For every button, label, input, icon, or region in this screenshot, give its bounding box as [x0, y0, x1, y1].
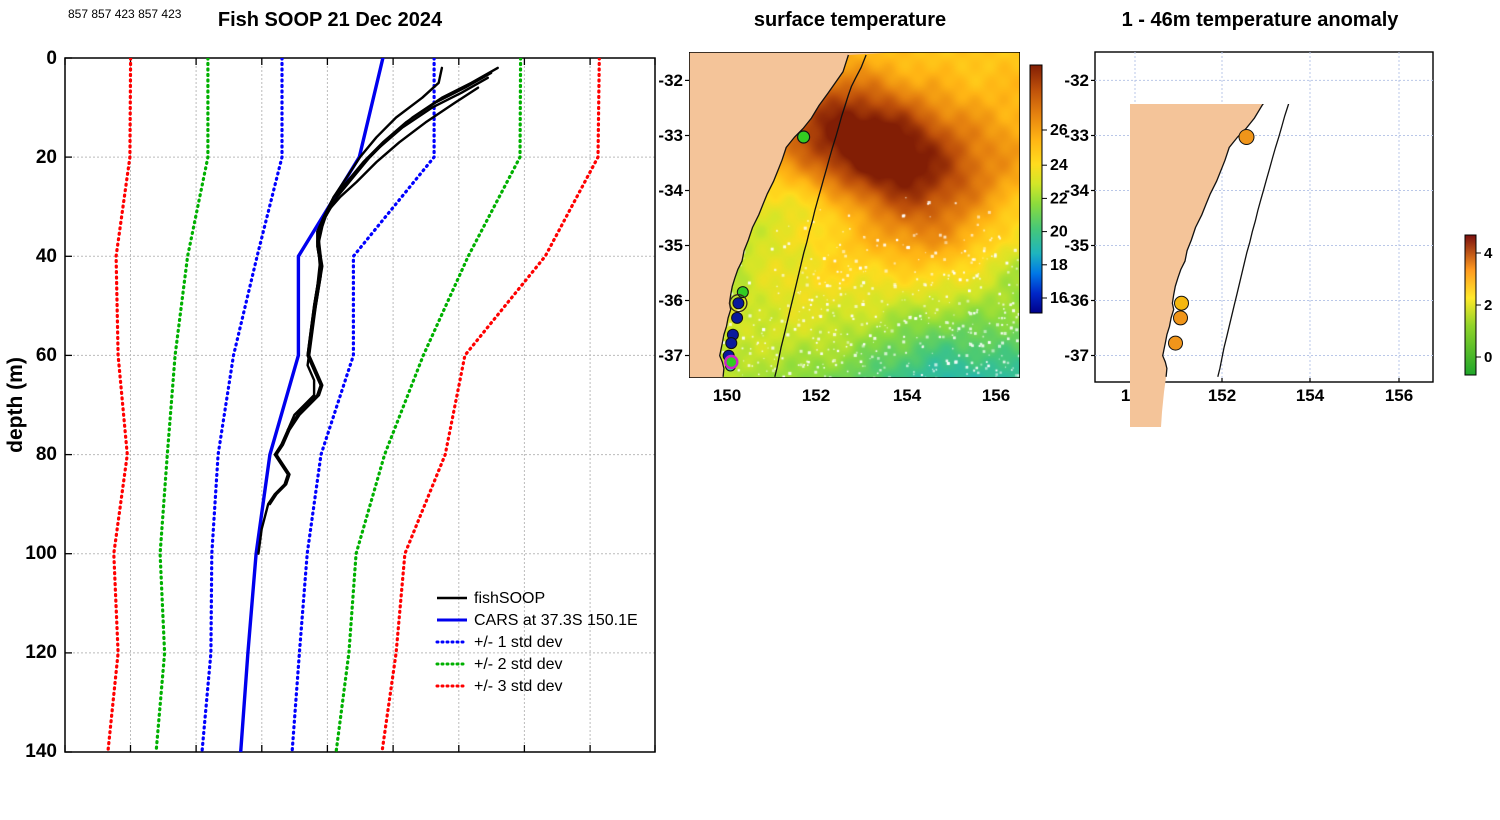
svg-text:16: 16: [317, 759, 338, 760]
svg-text:156: 156: [982, 386, 1010, 405]
svg-text:154: 154: [1296, 386, 1325, 405]
svg-text:-33: -33: [658, 126, 683, 145]
svg-text:4: 4: [1484, 245, 1493, 262]
svg-text:26: 26: [644, 759, 660, 760]
svg-text:857 857 423 857 423: 857 857 423 857 423: [68, 7, 182, 21]
svg-text:80: 80: [36, 444, 57, 465]
svg-text:8: 8: [60, 759, 71, 760]
svg-text:140: 140: [25, 741, 57, 760]
svg-text:+/- 1 std dev: +/- 1 std dev: [474, 634, 563, 651]
svg-text:14: 14: [251, 759, 273, 760]
svg-text:120: 120: [25, 642, 57, 663]
svg-text:152: 152: [1208, 386, 1236, 405]
svg-text:depth (m): depth (m): [4, 357, 27, 453]
svg-text:+/- 2 std dev: +/- 2 std dev: [474, 656, 563, 673]
svg-text:-37: -37: [1064, 346, 1089, 365]
svg-text:surface temperature: surface temperature: [754, 9, 946, 31]
svg-text:60: 60: [36, 345, 57, 366]
svg-text:-36: -36: [658, 291, 683, 310]
svg-text:-35: -35: [1064, 236, 1089, 255]
svg-text:-32: -32: [1064, 71, 1089, 90]
svg-text:10: 10: [120, 759, 141, 760]
svg-text:152: 152: [802, 386, 830, 405]
svg-text:Fish SOOP 21 Dec 2024: Fish SOOP 21 Dec 2024: [218, 9, 443, 31]
svg-text:-34: -34: [1064, 181, 1089, 200]
svg-text:+/- 3 std dev: +/- 3 std dev: [474, 678, 563, 695]
svg-text:CARS at 37.3S 150.1E: CARS at 37.3S 150.1E: [474, 612, 638, 629]
svg-text:18: 18: [383, 759, 404, 760]
svg-text:40: 40: [36, 246, 57, 267]
svg-text:-32: -32: [658, 71, 683, 90]
svg-text:100: 100: [25, 543, 57, 564]
svg-text:1 - 46m temperature anomaly: 1 - 46m temperature anomaly: [1122, 9, 1400, 31]
svg-text:12: 12: [186, 759, 207, 760]
svg-text:0: 0: [1484, 349, 1492, 366]
svg-text:20: 20: [448, 759, 469, 760]
svg-text:fishSOOP: fishSOOP: [474, 590, 545, 607]
svg-text:-34: -34: [658, 181, 683, 200]
svg-text:-36: -36: [1064, 291, 1089, 310]
svg-text:20: 20: [36, 147, 57, 168]
svg-text:-37: -37: [658, 346, 683, 365]
svg-text:-35: -35: [658, 236, 683, 255]
svg-text:150: 150: [713, 386, 741, 405]
svg-text:154: 154: [893, 386, 922, 405]
svg-text:2: 2: [1484, 297, 1492, 314]
svg-text:0: 0: [46, 48, 57, 69]
svg-text:156: 156: [1385, 386, 1413, 405]
svg-text:24: 24: [580, 759, 602, 760]
svg-text:-33: -33: [1064, 126, 1089, 145]
svg-text:22: 22: [514, 759, 535, 760]
